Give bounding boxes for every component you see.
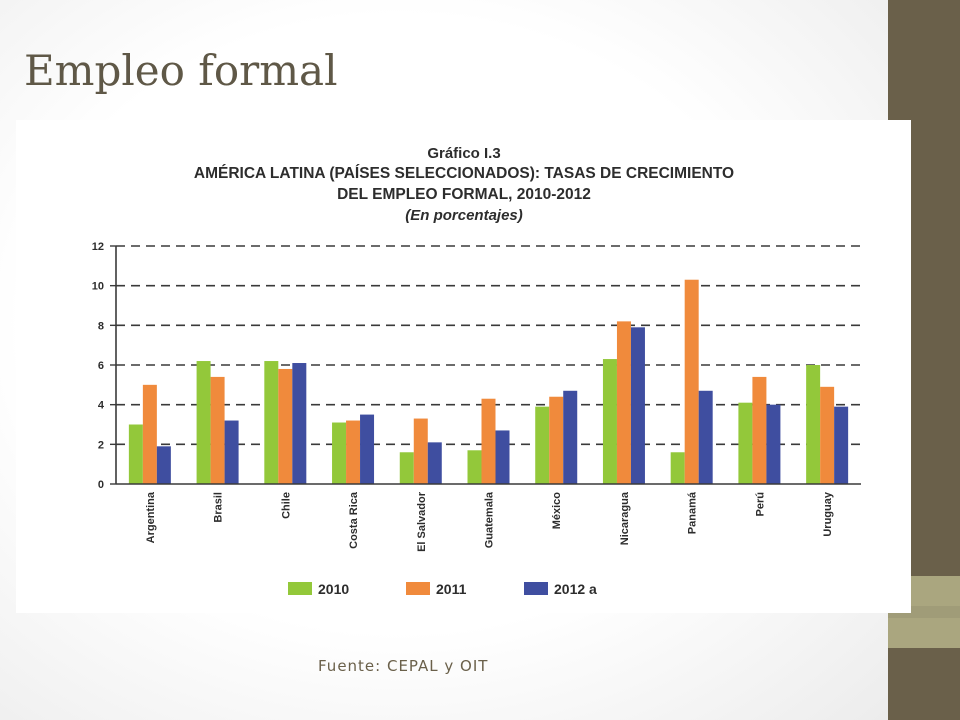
- bar-2012-a: [156, 446, 171, 484]
- bar-2011: [549, 396, 564, 484]
- legend-swatch: [288, 582, 312, 595]
- chart-figure-label: Gráfico I.3: [427, 145, 500, 162]
- bar-2012-a: [360, 414, 375, 484]
- bar-2010: [467, 450, 482, 484]
- chart-legend: 2010 2011 2012 a: [288, 581, 597, 597]
- x-tick-label: Guatemala: [484, 491, 496, 548]
- x-tick-label: Perú: [754, 492, 766, 516]
- legend-label: 2010: [318, 581, 349, 597]
- bar-2011: [142, 384, 157, 484]
- chart-gridlines: [116, 245, 861, 446]
- bar-chart: Gráfico I.3 AMÉRICA LATINA (PAÍSES SELEC…: [92, 145, 861, 597]
- chart-panel: Gráfico I.3 AMÉRICA LATINA (PAÍSES SELEC…: [16, 120, 911, 613]
- x-tick-label: Nicaragua: [619, 491, 631, 545]
- x-tick-label: El Salvador: [416, 491, 428, 552]
- bar-2010: [535, 406, 550, 484]
- x-tick-label: Panamá: [687, 491, 699, 534]
- chart-title-line1: AMÉRICA LATINA (PAÍSES SELECCIONADOS): T…: [194, 165, 734, 182]
- bar-2011: [820, 386, 835, 484]
- y-tick-label: 2: [98, 439, 104, 451]
- y-tick-label: 10: [92, 281, 104, 293]
- bar-2010: [602, 359, 617, 484]
- chart-bars: [128, 279, 849, 484]
- y-tick-label: 0: [98, 479, 104, 491]
- bar-2011: [616, 321, 631, 484]
- bar-2010: [196, 361, 211, 484]
- x-tick-label: Uruguay: [822, 491, 834, 537]
- x-tick-label: Brasil: [213, 492, 225, 523]
- bar-2010: [399, 452, 414, 484]
- bar-2011: [346, 420, 361, 484]
- legend-label: 2012 a: [554, 581, 597, 597]
- y-tick-label: 6: [98, 360, 104, 372]
- chart-subtitle: (En porcentajes): [405, 207, 523, 224]
- bar-2010: [264, 361, 279, 484]
- bar-2012-a: [698, 390, 713, 484]
- x-tick-label: Argentina: [145, 491, 157, 543]
- legend-label: 2011: [436, 581, 467, 597]
- chart-title-line2: DEL EMPLEO FORMAL, 2010-2012: [337, 186, 591, 203]
- bar-2012-a: [563, 390, 578, 484]
- bar-2012-a: [766, 404, 781, 484]
- bar-2010: [128, 424, 143, 484]
- bar-2012-a: [292, 363, 307, 484]
- y-tick-label: 4: [98, 400, 105, 412]
- x-tick-label: Chile: [280, 492, 292, 519]
- bar-2012-a: [834, 406, 849, 484]
- bar-2010: [738, 402, 753, 484]
- x-tick-label: Costa Rica: [348, 491, 360, 549]
- bar-2012-a: [224, 420, 239, 484]
- bar-2012-a: [495, 430, 510, 484]
- y-tick-label: 12: [92, 241, 104, 253]
- x-tick-label: México: [551, 492, 563, 530]
- bar-2011: [210, 376, 225, 484]
- bar-2012-a: [427, 442, 442, 484]
- source-note: Fuente: CEPAL y OIT: [318, 657, 489, 675]
- bar-2011: [684, 279, 699, 484]
- bar-2010: [670, 452, 685, 484]
- bar-2011: [413, 418, 428, 484]
- bar-2010: [332, 422, 347, 484]
- slide-title: Empleo formal: [24, 46, 338, 95]
- bar-2010: [806, 365, 821, 484]
- y-tick-label: 8: [98, 320, 104, 332]
- bar-2011: [278, 368, 293, 484]
- legend-swatch: [406, 582, 430, 595]
- legend-swatch: [524, 582, 548, 595]
- bar-2011: [481, 398, 496, 484]
- bar-2012-a: [630, 327, 645, 484]
- bar-2011: [752, 376, 767, 484]
- chart-axes: 0 2 4 6 8 10 12 Argentina Brasil Chile Costa Rica E…: [92, 241, 861, 552]
